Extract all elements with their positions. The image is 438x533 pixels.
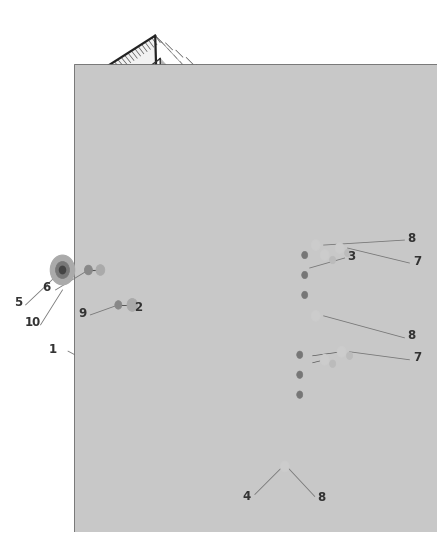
Circle shape — [302, 251, 308, 259]
Text: 7: 7 — [413, 351, 421, 364]
Polygon shape — [115, 238, 295, 470]
Circle shape — [297, 351, 303, 359]
FancyBboxPatch shape — [300, 210, 328, 270]
Circle shape — [329, 360, 336, 367]
Circle shape — [56, 262, 70, 279]
Text: 8: 8 — [407, 231, 416, 245]
Circle shape — [115, 301, 122, 309]
Circle shape — [280, 461, 289, 472]
Circle shape — [297, 371, 303, 378]
Circle shape — [50, 255, 75, 285]
FancyBboxPatch shape — [290, 320, 320, 385]
Text: 5: 5 — [14, 296, 23, 309]
Circle shape — [127, 298, 138, 311]
Circle shape — [60, 266, 66, 274]
Circle shape — [302, 271, 308, 279]
Circle shape — [337, 346, 346, 357]
Circle shape — [85, 265, 92, 275]
Text: 7: 7 — [413, 255, 421, 268]
Text: 2: 2 — [134, 301, 142, 314]
Text: 9: 9 — [78, 308, 87, 320]
Circle shape — [297, 391, 303, 398]
Circle shape — [329, 256, 336, 264]
Circle shape — [311, 240, 320, 251]
Text: 8: 8 — [318, 491, 326, 504]
Circle shape — [96, 265, 105, 276]
Text: 6: 6 — [42, 281, 51, 294]
Polygon shape — [88, 36, 306, 481]
Text: 8: 8 — [407, 329, 416, 342]
Circle shape — [345, 249, 351, 257]
Text: 1: 1 — [49, 343, 57, 356]
Circle shape — [320, 354, 329, 365]
Text: 3: 3 — [347, 249, 356, 263]
Circle shape — [346, 352, 353, 359]
Text: 10: 10 — [25, 317, 41, 329]
Polygon shape — [135, 88, 296, 441]
Circle shape — [302, 291, 308, 298]
Circle shape — [311, 311, 320, 321]
Circle shape — [335, 243, 344, 253]
FancyBboxPatch shape — [74, 64, 438, 533]
Circle shape — [320, 250, 329, 260]
Text: 4: 4 — [243, 490, 251, 503]
